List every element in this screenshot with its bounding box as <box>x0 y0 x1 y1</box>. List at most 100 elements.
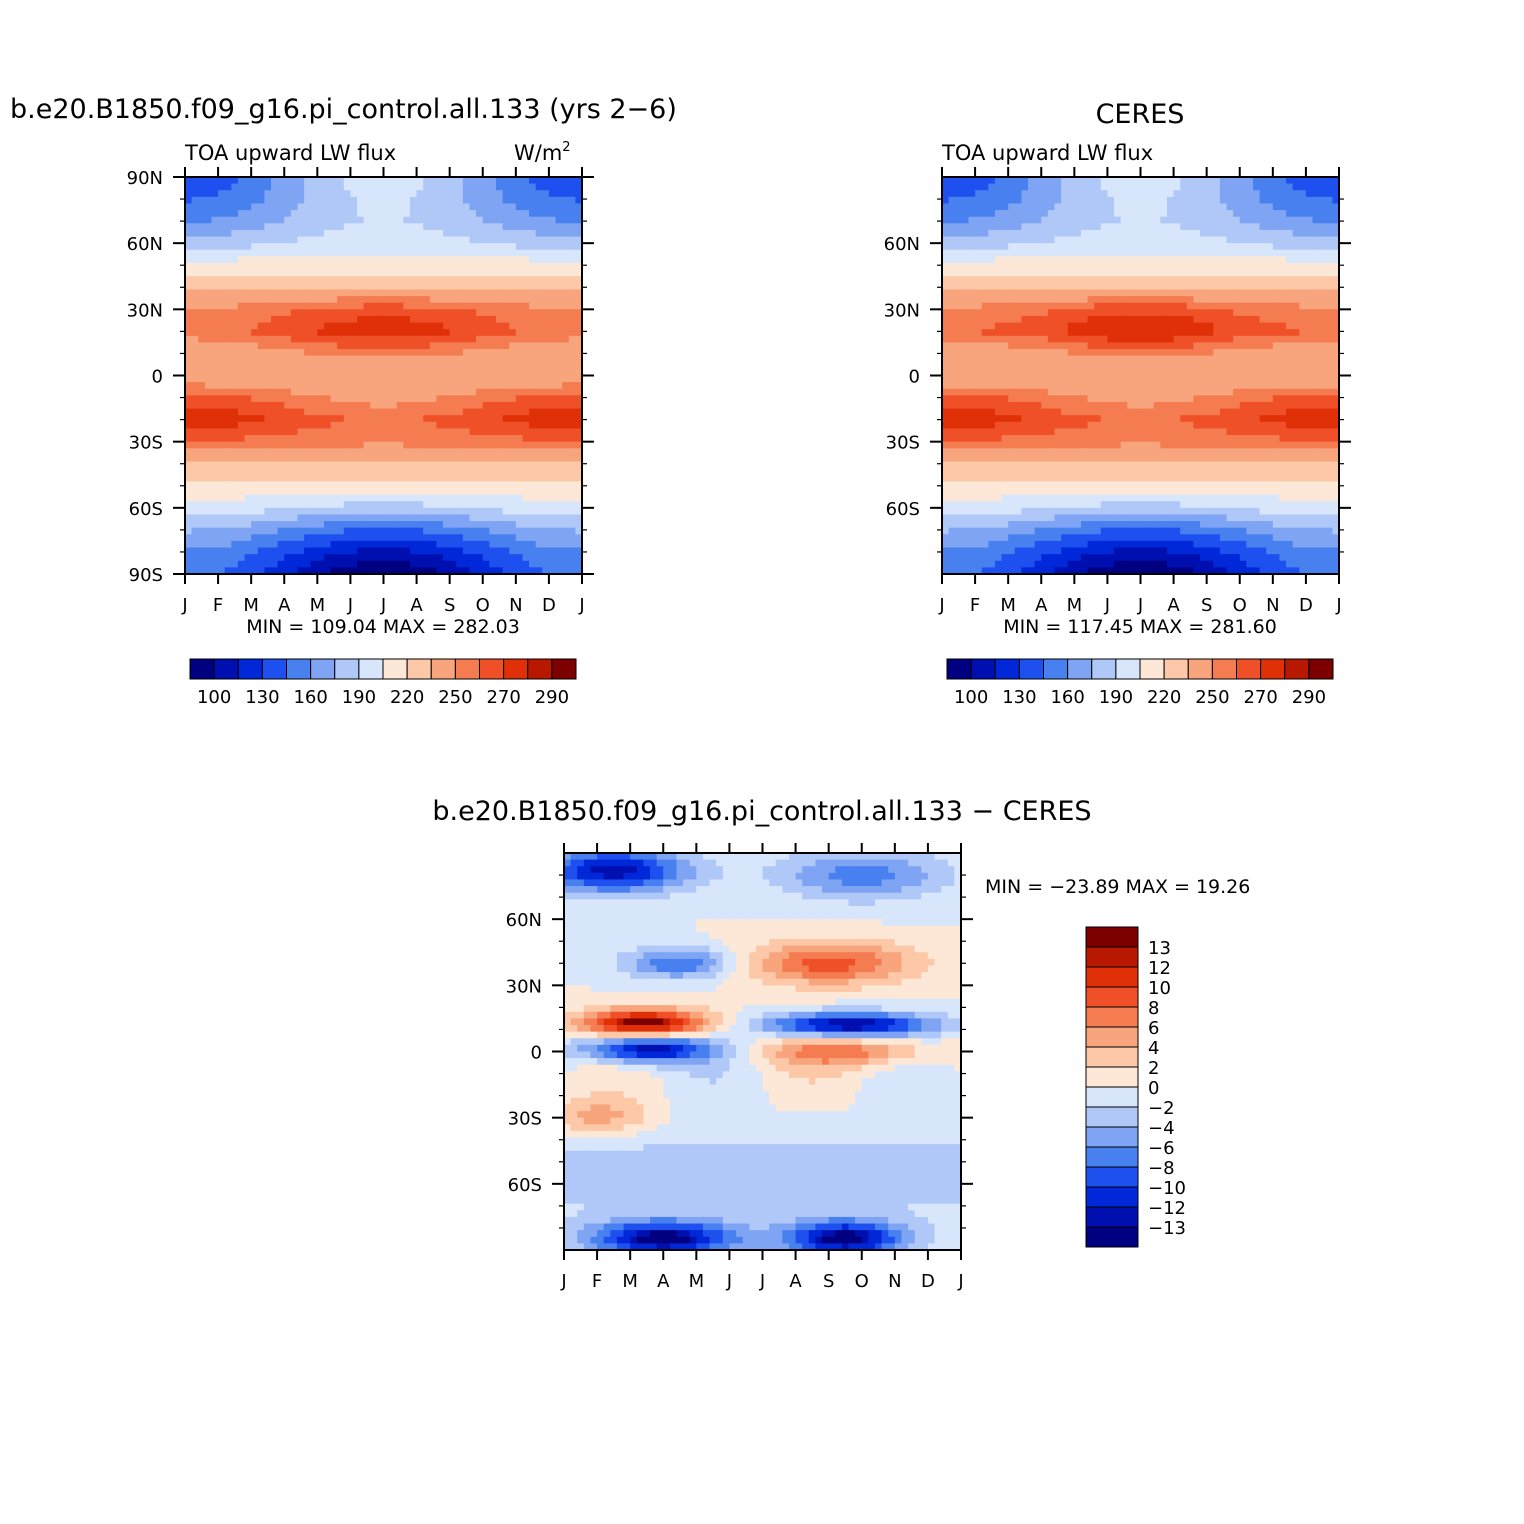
model-cell <box>284 362 292 370</box>
model-cell <box>562 210 570 218</box>
model-cell <box>575 401 583 410</box>
model-cell <box>323 382 332 390</box>
model-cell <box>218 534 226 542</box>
model-cell <box>251 276 259 284</box>
model-cell <box>449 474 457 482</box>
model-cell <box>462 309 471 317</box>
model-cell <box>290 408 299 416</box>
obs-cell <box>1114 302 1122 310</box>
model-cell <box>198 514 206 522</box>
obs-cell <box>1213 289 1221 297</box>
model-cell <box>290 554 299 562</box>
model-cell <box>284 296 292 304</box>
model-cell <box>310 196 318 205</box>
model-cell <box>310 441 318 449</box>
obs-cell <box>1266 229 1274 238</box>
obs-cell <box>988 229 996 238</box>
model-cell <box>350 468 358 476</box>
model-cell <box>482 177 490 185</box>
model-cell <box>350 401 358 410</box>
obs-cell <box>1147 302 1155 310</box>
obs-cell <box>1319 210 1327 218</box>
obs-cell <box>1087 177 1095 185</box>
model-cell <box>323 236 332 244</box>
obs-cell <box>1213 276 1221 284</box>
obs-cell <box>1226 177 1234 185</box>
model-cell <box>350 276 358 284</box>
obs-cell <box>1147 216 1155 224</box>
model-cell <box>469 527 477 535</box>
model-cell <box>476 395 484 403</box>
obs-cell <box>1080 296 1089 304</box>
model-cell <box>257 282 265 291</box>
model-cell <box>575 229 583 238</box>
obs-cell <box>1292 196 1300 205</box>
model-cell <box>416 448 424 456</box>
model-cell <box>449 388 457 396</box>
model-cell <box>416 229 424 238</box>
obs-cell <box>1041 309 1049 317</box>
model-cell <box>482 302 490 310</box>
model-cell <box>555 441 563 449</box>
model-cell <box>462 263 471 271</box>
model-cell <box>429 428 438 436</box>
obs-cell <box>1054 236 1062 244</box>
model-cell <box>548 401 557 410</box>
model-cell <box>317 362 325 370</box>
model-cell <box>363 547 371 555</box>
model-cell <box>462 315 471 324</box>
obs-cell <box>1305 309 1314 317</box>
model-cell <box>509 395 517 403</box>
model-cell <box>370 560 378 568</box>
obs-cell <box>1325 269 1333 277</box>
model-cell <box>191 514 199 522</box>
model-cell <box>244 540 252 549</box>
model-cell <box>429 210 438 218</box>
model-cell <box>403 560 411 568</box>
model-cell <box>218 454 226 463</box>
model-cell <box>330 415 338 423</box>
obs-cell <box>1061 256 1069 264</box>
model-cell <box>403 302 411 310</box>
model-x-tick-label: M <box>243 595 259 616</box>
model-cell <box>271 481 279 489</box>
model-cell <box>231 236 239 244</box>
model-cell <box>476 210 484 218</box>
model-cell <box>343 223 352 231</box>
model-cell <box>330 435 338 443</box>
obs-cell <box>1014 236 1022 244</box>
obs-cell <box>1219 177 1228 185</box>
model-cell <box>363 554 371 562</box>
model-cell <box>383 382 391 390</box>
model-cell <box>264 276 272 284</box>
model-cell <box>350 183 358 191</box>
obs-cell <box>1173 302 1181 310</box>
model-cell <box>370 309 378 317</box>
model-cell <box>449 249 457 257</box>
model-cell <box>357 382 365 390</box>
model-cell <box>522 382 530 390</box>
model-cell <box>409 461 418 469</box>
obs-cell <box>1319 243 1327 251</box>
model-cell <box>257 501 265 509</box>
obs-cell <box>1127 203 1135 211</box>
model-cell <box>522 276 530 284</box>
obs-cell <box>1319 256 1327 264</box>
model-cell <box>535 567 543 575</box>
model-cell <box>529 554 537 562</box>
model-cell <box>403 355 411 363</box>
model-cell <box>562 302 570 310</box>
model-cell <box>509 229 517 238</box>
model-cell <box>409 454 418 463</box>
model-cell <box>482 249 490 257</box>
obs-cell <box>1133 276 1142 284</box>
obs-cell <box>955 269 963 277</box>
model-cell <box>482 468 490 476</box>
model-cell <box>376 210 385 218</box>
model-cell <box>357 487 365 496</box>
model-cell <box>337 435 345 443</box>
model-cell <box>244 421 252 430</box>
obs-cell <box>1100 216 1109 224</box>
model-cell <box>403 216 411 224</box>
model-cell <box>482 276 490 284</box>
